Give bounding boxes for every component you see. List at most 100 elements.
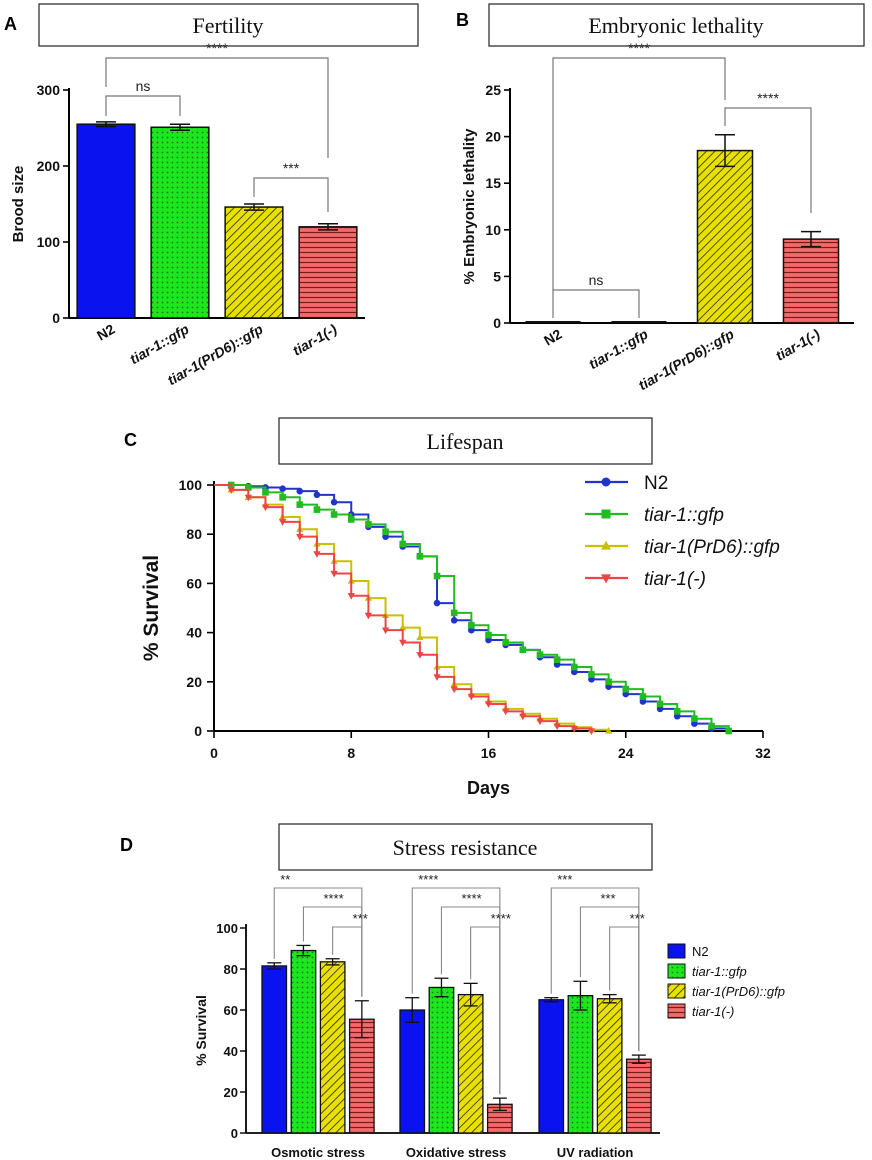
survival-point <box>450 617 458 624</box>
y-axis-label: % Survival <box>140 555 163 661</box>
y-axis-label: % Embryonic lethality <box>461 128 478 285</box>
survival-point <box>468 621 475 629</box>
bar <box>76 123 136 319</box>
panel-d-label: D <box>120 835 133 855</box>
y-tick-label: 80 <box>186 526 202 542</box>
legend-marker <box>601 509 611 519</box>
survival-point <box>536 651 544 659</box>
survival-point <box>416 652 424 659</box>
category-label: UV radiation <box>557 1145 634 1160</box>
category-label: N2 <box>541 326 565 349</box>
legend-label: tiar-1::gfp <box>644 505 724 526</box>
legend-label: tiar-1(PrD6)::gfp <box>644 537 780 558</box>
x-axis-label: Days <box>467 778 510 798</box>
significance-bracket <box>552 289 640 318</box>
survival-point <box>416 553 424 560</box>
survival-point <box>604 727 613 734</box>
stress-chart: 0 20 40 60 80 100 % Survival Osmotic stress Oxid… <box>193 872 785 1160</box>
x-tick-label: 32 <box>755 745 771 761</box>
significance-label: ** <box>280 872 290 887</box>
significance-label: **** <box>491 911 511 926</box>
significance-bracket <box>550 887 640 1052</box>
bar <box>596 998 623 1134</box>
significance-label: **** <box>206 40 228 56</box>
survival-point <box>364 612 373 620</box>
panel-c-title-box <box>278 417 653 465</box>
y-tick-label: 300 <box>37 82 61 98</box>
category-label: tiar-1::gfp <box>127 321 192 368</box>
panel-b-title-box <box>488 3 865 47</box>
y-tick-label: 0 <box>493 315 501 331</box>
y-tick-label: 100 <box>179 477 203 493</box>
survival-point <box>381 627 390 635</box>
survival-point <box>519 646 527 654</box>
significance-label: *** <box>283 160 300 176</box>
category-label: Osmotic stress <box>271 1145 365 1160</box>
significance-label: ns <box>136 78 151 94</box>
survival-point <box>605 678 612 686</box>
survival-line <box>214 484 593 731</box>
survival-point <box>622 685 630 693</box>
bar <box>696 149 754 324</box>
significance-label: *** <box>353 911 368 926</box>
panel-d-title: Stress resistance <box>393 835 538 860</box>
survival-point <box>244 494 252 502</box>
y-axis-label: Brood size <box>10 166 27 243</box>
legend-label: tiar-1(-) <box>644 569 706 590</box>
legend-swatch <box>667 963 686 979</box>
survival-point <box>279 494 286 501</box>
legend-swatch <box>667 1003 686 1019</box>
panel-d-title-box <box>278 823 653 871</box>
bar <box>567 995 594 1134</box>
survival-point <box>553 656 561 663</box>
legend-label: tiar-1(-) <box>692 1004 734 1019</box>
bar <box>399 1009 426 1134</box>
legend-marker <box>601 477 611 487</box>
y-tick-label: 20 <box>485 129 501 145</box>
survival-point <box>245 484 252 491</box>
x-tick-label: 0 <box>210 745 218 761</box>
y-tick-label: 10 <box>485 222 501 238</box>
bar <box>457 993 484 1134</box>
survival-point <box>708 722 715 730</box>
panel-b-label: B <box>456 10 469 30</box>
panel-d-header: D Stress resistance <box>120 823 653 871</box>
panel-a-title-box <box>38 3 419 47</box>
bar <box>150 126 210 319</box>
bar <box>782 238 840 324</box>
survival-point <box>484 701 493 708</box>
survival-point <box>278 519 287 526</box>
survival-point <box>485 631 492 639</box>
survival-point <box>450 609 458 617</box>
survival-point <box>365 521 372 528</box>
significance-bracket <box>724 107 812 213</box>
bar <box>319 961 346 1134</box>
significance-bracket <box>609 926 640 1052</box>
x-tick-label: 8 <box>347 745 355 761</box>
survival-point <box>399 540 407 548</box>
survival-point <box>433 599 441 607</box>
survival-point <box>330 570 338 578</box>
survival-point <box>502 639 509 646</box>
survival-point <box>262 489 269 496</box>
panel-a-label: A <box>4 14 17 34</box>
significance-bracket <box>273 887 363 997</box>
y-tick-label: 40 <box>186 625 202 641</box>
y-tick-label: 0 <box>231 1126 238 1141</box>
survival-point <box>296 501 304 508</box>
survival-point <box>399 623 407 631</box>
survival-point <box>296 534 304 541</box>
panel-c-title: Lifespan <box>427 429 504 454</box>
significance-label: **** <box>418 872 438 887</box>
y-tick-label: 20 <box>224 1085 238 1100</box>
survival-point <box>519 713 527 721</box>
significance-label: **** <box>461 891 481 906</box>
survival-point <box>347 593 355 600</box>
significance-label: **** <box>628 40 650 56</box>
survival-point <box>673 708 681 715</box>
significance-label: *** <box>630 911 645 926</box>
y-axis-label: % Survival <box>193 995 209 1066</box>
survival-point <box>313 506 321 513</box>
survival-point <box>656 700 664 708</box>
category-label: tiar-1(PrD6)::gfp <box>636 326 737 394</box>
